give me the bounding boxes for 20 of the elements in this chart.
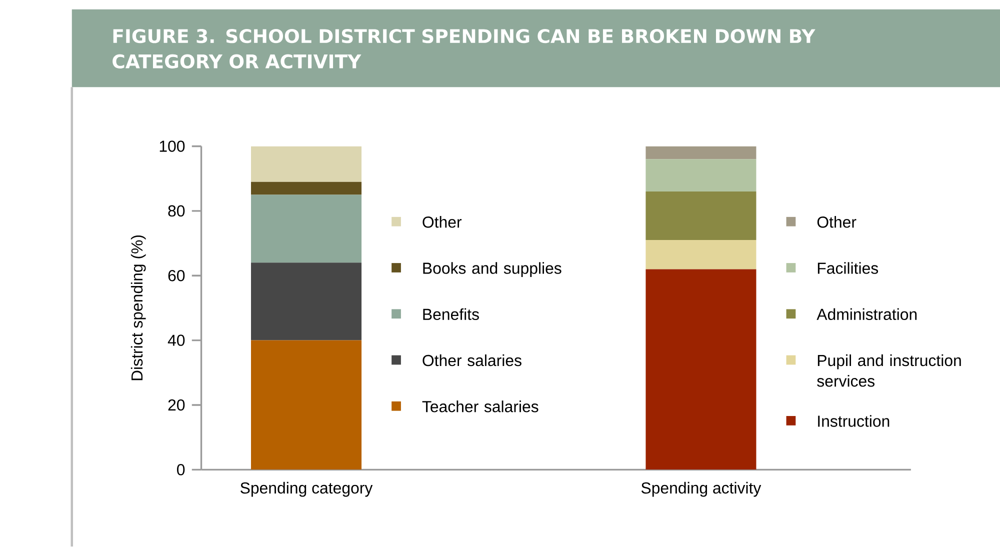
- y-tick-label: 60: [168, 270, 185, 282]
- legend-label: Other: [817, 216, 856, 228]
- legend-label: Benefits: [423, 308, 479, 320]
- legend-label: Pupil and instruction services: [817, 354, 961, 387]
- legend-label: Books and supplies: [423, 262, 562, 278]
- y-axis-title: District spending (%): [130, 236, 146, 380]
- legend-label: Facilities: [818, 262, 878, 274]
- x-tick-label: Spending category: [240, 482, 373, 497]
- y-tick-label: 80: [168, 206, 185, 217]
- y-tick-label: 0: [177, 464, 185, 476]
- legend-label: Other: [422, 216, 462, 228]
- legend-label: Teacher salaries: [422, 400, 538, 412]
- y-tick-label: 100: [160, 140, 185, 152]
- x-tick-label: Spending activity: [641, 482, 762, 497]
- legend-label: Instruction: [818, 415, 890, 428]
- chart-title: FIGURE 3. SCHOOL DISTRICT SPENDING CAN BE BROKEN DOWN BY CATEGORY OR ACTIVITY: [112, 29, 816, 69]
- y-tick-label: 20: [168, 400, 185, 411]
- legend-label: Other salaries: [422, 354, 522, 366]
- legend-label: Administration: [816, 308, 917, 320]
- y-tick-label: 40: [168, 334, 185, 346]
